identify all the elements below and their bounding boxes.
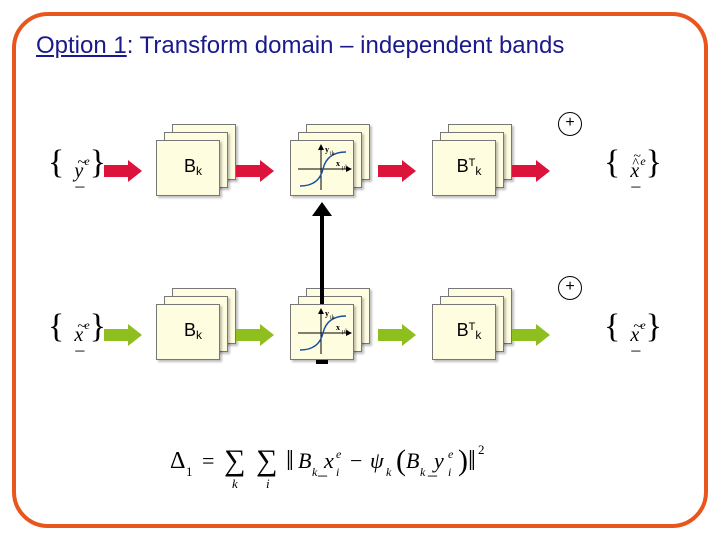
svg-text:=: = bbox=[202, 448, 214, 473]
box-label: Bk bbox=[166, 156, 220, 177]
flow-arrow bbox=[236, 162, 274, 180]
svg-text:i: i bbox=[448, 465, 451, 479]
svg-text:μk: μk bbox=[342, 329, 348, 335]
svg-text:_: _ bbox=[317, 458, 328, 478]
svg-text:‖: ‖ bbox=[468, 446, 476, 477]
flow-arrow bbox=[512, 326, 550, 344]
svg-text:k: k bbox=[420, 465, 426, 479]
svg-text:∑: ∑ bbox=[256, 444, 277, 477]
sum-node: + bbox=[558, 112, 582, 136]
axes-glyph: xμk yik bbox=[294, 306, 352, 363]
flow-arrow bbox=[236, 326, 274, 344]
box-label: BTk bbox=[442, 320, 496, 341]
flow-arrow bbox=[378, 326, 416, 344]
flow-arrow bbox=[378, 162, 416, 180]
math-symbol: {~_xe} bbox=[604, 310, 662, 344]
svg-text:B: B bbox=[298, 448, 311, 473]
svg-text:ik: ik bbox=[330, 151, 335, 157]
box-label: BTk bbox=[442, 156, 496, 177]
math-symbol: {~_ye} bbox=[48, 146, 106, 180]
svg-text:μk: μk bbox=[342, 165, 348, 171]
math-symbol: {~_xe} bbox=[48, 310, 106, 344]
svg-text:‖: ‖ bbox=[286, 446, 294, 477]
svg-text:−: − bbox=[350, 448, 362, 473]
axes-glyph: xμk yik bbox=[294, 142, 352, 199]
flow-arrow bbox=[104, 326, 142, 344]
svg-text:ik: ik bbox=[330, 315, 335, 321]
box-label: Bk bbox=[166, 320, 220, 341]
svg-text:x: x bbox=[336, 323, 340, 332]
svg-text:2: 2 bbox=[478, 442, 485, 457]
math-symbol: {~^_xe} bbox=[604, 146, 662, 180]
svg-text:e: e bbox=[448, 447, 454, 461]
svg-text:∑: ∑ bbox=[224, 444, 245, 477]
svg-text:B: B bbox=[406, 448, 419, 473]
svg-text:i: i bbox=[336, 465, 339, 479]
svg-text:k: k bbox=[386, 465, 392, 479]
svg-text:k: k bbox=[232, 476, 238, 491]
svg-text:x: x bbox=[336, 159, 340, 168]
svg-text:_: _ bbox=[427, 458, 438, 478]
svg-text:e: e bbox=[336, 447, 342, 461]
svg-text:(: ( bbox=[396, 444, 406, 477]
equation: Δ 1 = ∑ k ∑ i ‖ B k x _ e i − ψ k ( B k … bbox=[170, 434, 570, 500]
flow-arrow bbox=[512, 162, 550, 180]
svg-text:y: y bbox=[325, 309, 329, 318]
svg-text:y: y bbox=[325, 145, 329, 154]
flow-arrow bbox=[104, 162, 142, 180]
svg-text:i: i bbox=[266, 476, 270, 491]
svg-text:): ) bbox=[458, 444, 468, 477]
svg-text:1: 1 bbox=[186, 464, 193, 479]
svg-text:Δ: Δ bbox=[170, 448, 185, 474]
sum-node: + bbox=[558, 276, 582, 300]
svg-text:ψ: ψ bbox=[370, 448, 384, 473]
